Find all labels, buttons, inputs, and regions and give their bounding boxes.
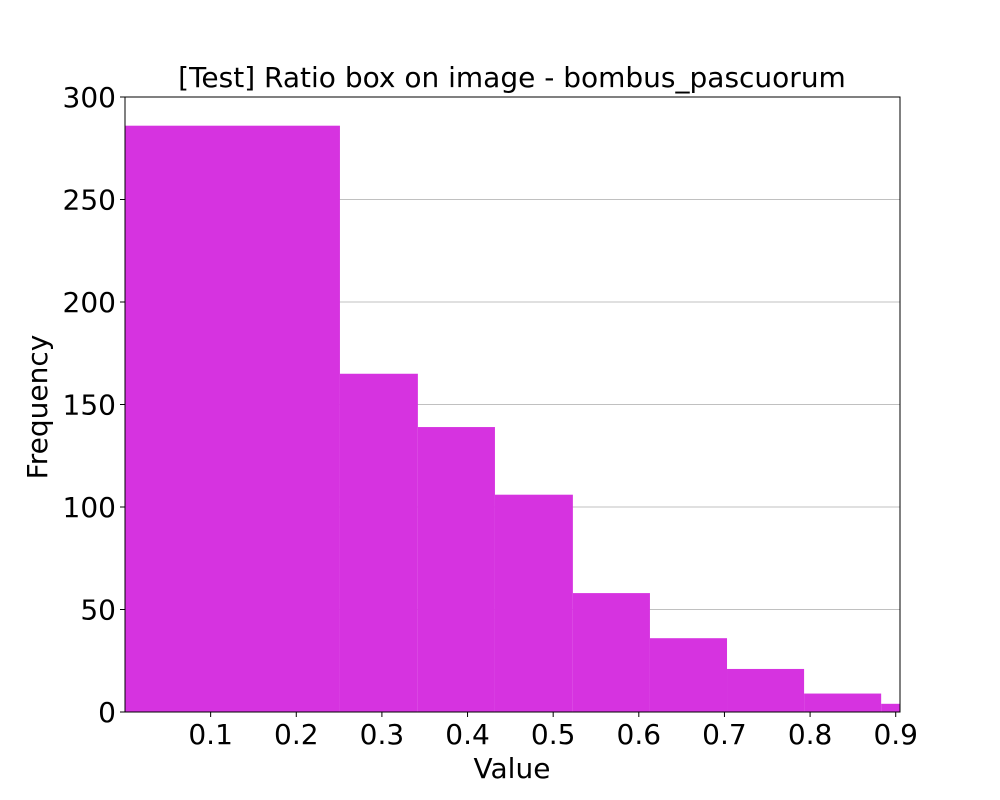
histogram-bar: [881, 703, 900, 712]
histogram-bar: [572, 593, 650, 712]
histogram-bar: [125, 125, 340, 712]
x-tick-label: 0.2: [274, 718, 319, 751]
x-tick-label: 0.6: [617, 718, 662, 751]
y-tick-label: 150: [63, 389, 116, 422]
histogram-bar: [727, 668, 805, 712]
x-tick-label: 0.9: [873, 718, 918, 751]
x-tick-label: 0.1: [188, 718, 233, 751]
y-tick-label: 50: [80, 594, 116, 627]
histogram-bars: [125, 125, 900, 712]
chart-title: [Test] Ratio box on image - bombus_pascu…: [178, 61, 846, 94]
x-axis-ticks: 0.1 0.2 0.3 0.4 0.5 0.6 0.7 0.8 0.9: [188, 712, 918, 751]
x-axis-title: Value: [474, 752, 551, 785]
x-tick-label: 0.5: [531, 718, 576, 751]
y-tick-label: 200: [63, 286, 116, 319]
x-tick-label: 0.8: [788, 718, 833, 751]
histogram-bar: [339, 373, 418, 712]
x-tick-label: 0.7: [702, 718, 747, 751]
histogram-bar: [417, 427, 495, 712]
x-tick-label: 0.3: [360, 718, 405, 751]
y-tick-label: 300: [63, 81, 116, 114]
histogram-bar: [494, 494, 573, 712]
histogram-bar: [649, 638, 728, 712]
x-tick-label: 0.4: [445, 718, 490, 751]
y-tick-label: 0: [98, 696, 116, 729]
y-tick-label: 250: [63, 184, 116, 217]
y-axis-title: Frequency: [21, 335, 54, 480]
y-tick-label: 100: [63, 491, 116, 524]
histogram-bar: [804, 693, 882, 712]
y-axis-ticks: 0 50 100 150 200 250 300: [63, 81, 125, 729]
